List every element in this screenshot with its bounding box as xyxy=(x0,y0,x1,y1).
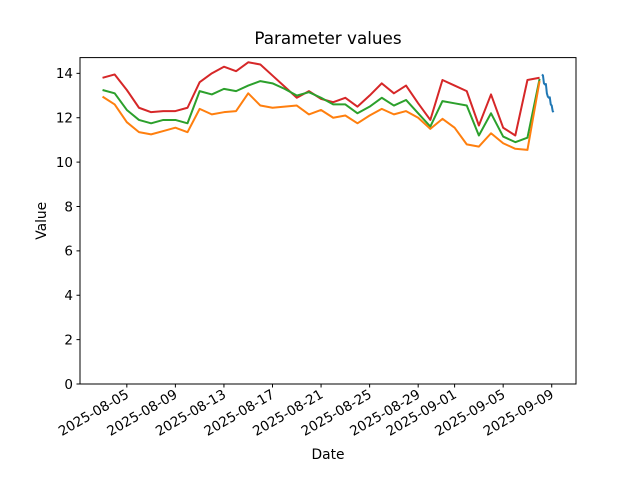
x-axis-ticks-group: 2025-08-052025-08-092025-08-132025-08-17… xyxy=(56,384,557,440)
y-axis-ticks-group: 0 2 4 6 8 10 12 14 xyxy=(56,66,80,393)
plot-series-group xyxy=(102,61,555,151)
x-axis-label: Date xyxy=(312,447,345,463)
plot-frame-group xyxy=(79,57,577,385)
y-tick-label: 4 xyxy=(64,288,73,304)
y-tick-label: 8 xyxy=(64,199,73,215)
y-tick-label: 0 xyxy=(64,377,73,393)
chart-title: Parameter values xyxy=(254,28,401,48)
y-axis-label: Value xyxy=(34,202,50,240)
y-tick-label: 2 xyxy=(64,332,73,348)
blue-series-line xyxy=(541,73,555,113)
y-tick-label: 10 xyxy=(56,155,73,171)
axes-frame xyxy=(79,57,577,385)
y-tick-label: 14 xyxy=(56,66,73,82)
green-series-line xyxy=(102,78,541,144)
y-tick-label: 12 xyxy=(56,111,73,127)
y-tick-label: 6 xyxy=(64,244,73,260)
orange-series-line xyxy=(102,80,541,151)
